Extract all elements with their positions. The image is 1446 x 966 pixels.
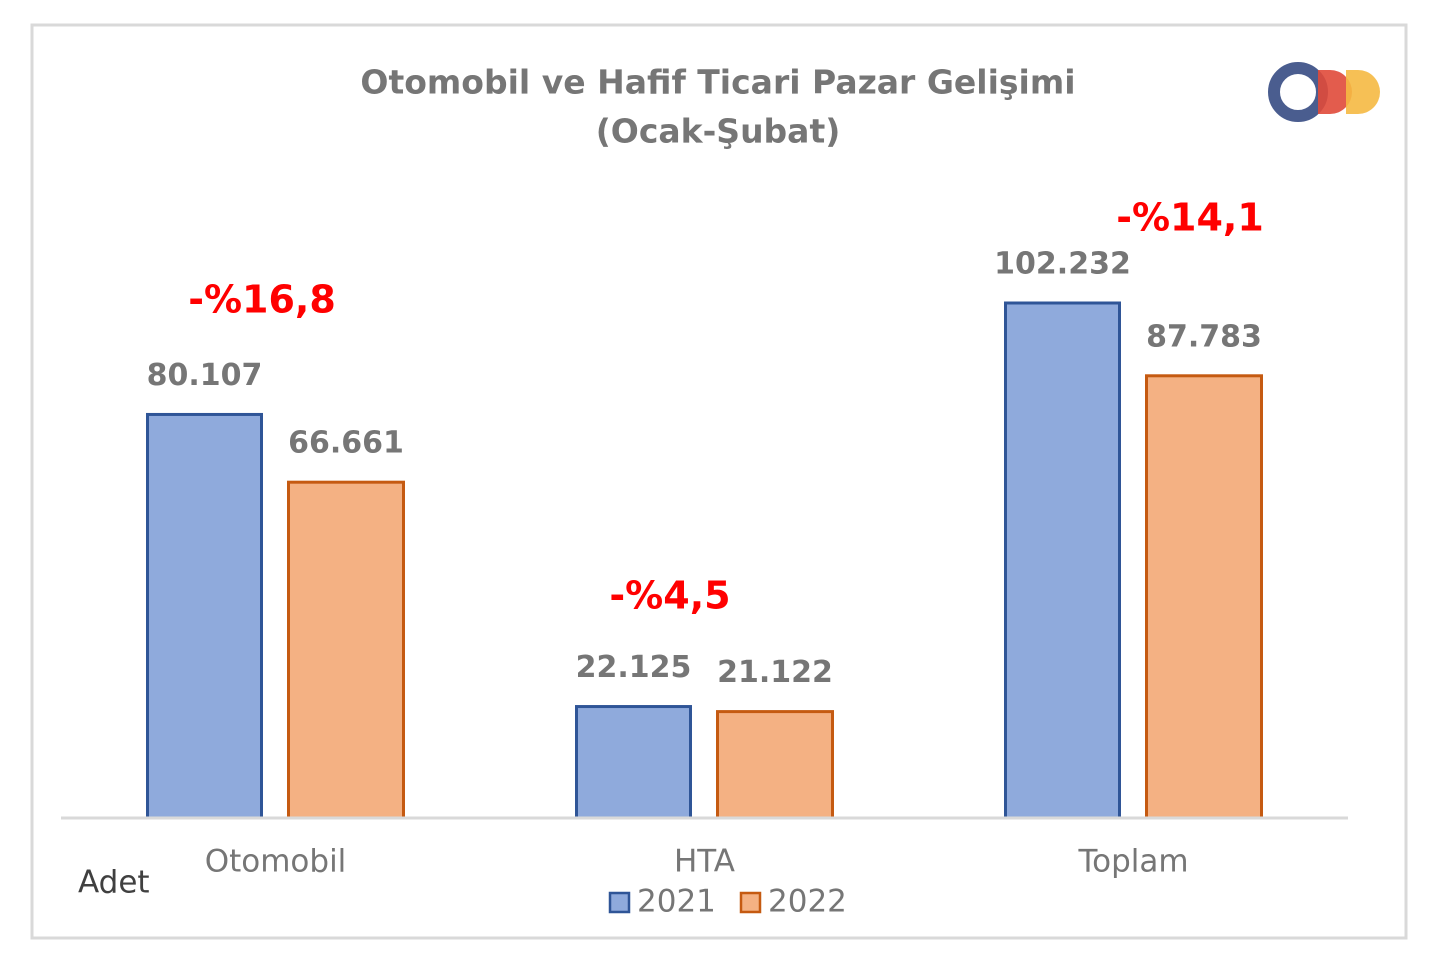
value-label: 66.661 (288, 426, 404, 461)
legend-swatch (739, 891, 762, 914)
value-label: 87.783 (1146, 319, 1262, 354)
logo (1268, 62, 1380, 122)
bar (146, 412, 263, 820)
bar (287, 480, 405, 820)
bar (716, 710, 834, 820)
bar (575, 705, 692, 820)
change-annotation: -%16,8 (188, 278, 336, 322)
change-annotation: -%4,5 (609, 574, 730, 618)
logo-d (1346, 70, 1380, 114)
bar (1145, 374, 1263, 820)
value-label: 21.122 (717, 655, 833, 690)
legend-label: 2021 (637, 884, 716, 920)
bar (1004, 301, 1121, 820)
x-tick-label: HTA (674, 844, 735, 880)
y-axis-label: Adet (78, 865, 150, 901)
x-tick-label: Toplam (1077, 844, 1188, 880)
legend-label: 2022 (768, 884, 847, 920)
chart-subtitle: (Ocak-Şubat) (596, 112, 841, 151)
legend-swatch (608, 891, 631, 914)
x-tick-label: Otomobil (205, 844, 347, 880)
chart-title: Otomobil ve Hafif Ticari Pazar Gelişimi (360, 63, 1075, 102)
logo-d (1318, 70, 1352, 114)
value-label: 22.125 (576, 650, 692, 685)
value-label: 102.232 (994, 247, 1131, 282)
change-annotation: -%14,1 (1116, 196, 1264, 240)
value-label: 80.107 (147, 358, 263, 393)
